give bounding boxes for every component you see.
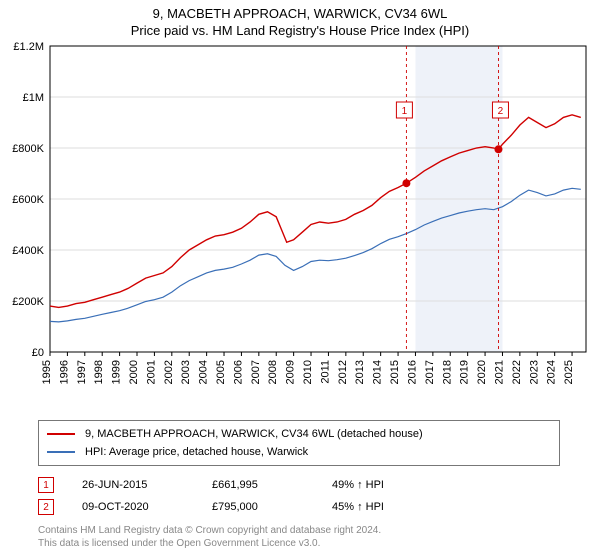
svg-text:2008: 2008 [267, 360, 279, 384]
svg-text:2006: 2006 [232, 360, 244, 384]
datapoint-badge: 1 [38, 477, 54, 493]
svg-text:£0: £0 [32, 347, 44, 359]
svg-text:2: 2 [498, 106, 504, 117]
svg-text:2001: 2001 [145, 360, 157, 384]
svg-text:2004: 2004 [198, 360, 210, 384]
svg-text:2002: 2002 [163, 360, 175, 384]
chart-title: 9, MACBETH APPROACH, WARWICK, CV34 6WL [0, 0, 600, 21]
svg-text:2021: 2021 [493, 360, 505, 384]
svg-text:2025: 2025 [563, 360, 575, 384]
legend-row: 9, MACBETH APPROACH, WARWICK, CV34 6WL (… [47, 425, 551, 443]
datapoint-date: 26-JUN-2015 [82, 479, 212, 491]
datapoints-table: 1 26-JUN-2015£661,99549% ↑ HPI 2 09-OCT-202… [38, 474, 560, 518]
svg-text:1999: 1999 [111, 360, 123, 384]
svg-text:£200K: £200K [12, 296, 44, 308]
datapoint-row: 2 09-OCT-2020£795,00045% ↑ HPI [38, 496, 560, 518]
legend-swatch [47, 433, 75, 435]
svg-text:2007: 2007 [250, 360, 262, 384]
datapoint-price: £661,995 [212, 479, 332, 491]
svg-text:1997: 1997 [76, 360, 88, 384]
svg-text:2010: 2010 [302, 360, 314, 384]
svg-text:2000: 2000 [128, 360, 140, 384]
svg-text:2023: 2023 [528, 360, 540, 384]
svg-text:2012: 2012 [337, 360, 349, 384]
footnote: Contains HM Land Registry data © Crown c… [38, 524, 560, 550]
svg-text:2005: 2005 [215, 360, 227, 384]
svg-text:2013: 2013 [354, 360, 366, 384]
svg-text:2011: 2011 [319, 360, 331, 384]
legend-row: HPI: Average price, detached house, Warw… [47, 443, 551, 461]
datapoint-price: £795,000 [212, 501, 332, 513]
svg-text:1: 1 [402, 106, 408, 117]
footnote-line: This data is licensed under the Open Gov… [38, 537, 560, 550]
svg-text:2024: 2024 [546, 360, 558, 384]
svg-text:2015: 2015 [389, 360, 401, 384]
chart-area: £0 £200K £400K £600K £800K £1M £1.2M 1995 1996 19… [0, 42, 600, 414]
svg-text:£400K: £400K [12, 245, 44, 257]
svg-text:2003: 2003 [180, 360, 192, 384]
datapoint-pct: 45% ↑ HPI [332, 501, 452, 513]
chart-subtitle: Price paid vs. HM Land Registry's House … [0, 21, 600, 42]
footnote-line: Contains HM Land Registry data © Crown c… [38, 524, 560, 537]
datapoint-row: 1 26-JUN-2015£661,99549% ↑ HPI [38, 474, 560, 496]
legend: 9, MACBETH APPROACH, WARWICK, CV34 6WL (… [38, 420, 560, 466]
svg-text:£1.2M: £1.2M [13, 42, 44, 53]
svg-text:2016: 2016 [406, 360, 418, 384]
price-chart: £0 £200K £400K £600K £800K £1M £1.2M 1995 1996 19… [0, 42, 600, 414]
legend-label: 9, MACBETH APPROACH, WARWICK, CV34 6WL (… [85, 428, 423, 440]
datapoint-badge: 2 [38, 499, 54, 515]
svg-text:1995: 1995 [41, 360, 53, 384]
svg-text:1998: 1998 [93, 360, 105, 384]
svg-text:2017: 2017 [424, 360, 436, 384]
svg-text:2009: 2009 [285, 360, 297, 384]
svg-text:1996: 1996 [58, 360, 70, 384]
svg-text:£600K: £600K [12, 194, 44, 206]
svg-text:2019: 2019 [459, 360, 471, 384]
svg-text:2014: 2014 [372, 360, 384, 384]
datapoint-pct: 49% ↑ HPI [332, 479, 452, 491]
svg-text:2020: 2020 [476, 360, 488, 384]
legend-swatch [47, 451, 75, 453]
svg-text:2018: 2018 [441, 360, 453, 384]
datapoint-date: 09-OCT-2020 [82, 501, 212, 513]
svg-text:£1M: £1M [23, 92, 44, 104]
svg-text:£800K: £800K [12, 143, 44, 155]
svg-text:2022: 2022 [511, 360, 523, 384]
legend-label: HPI: Average price, detached house, Warw… [85, 446, 308, 458]
